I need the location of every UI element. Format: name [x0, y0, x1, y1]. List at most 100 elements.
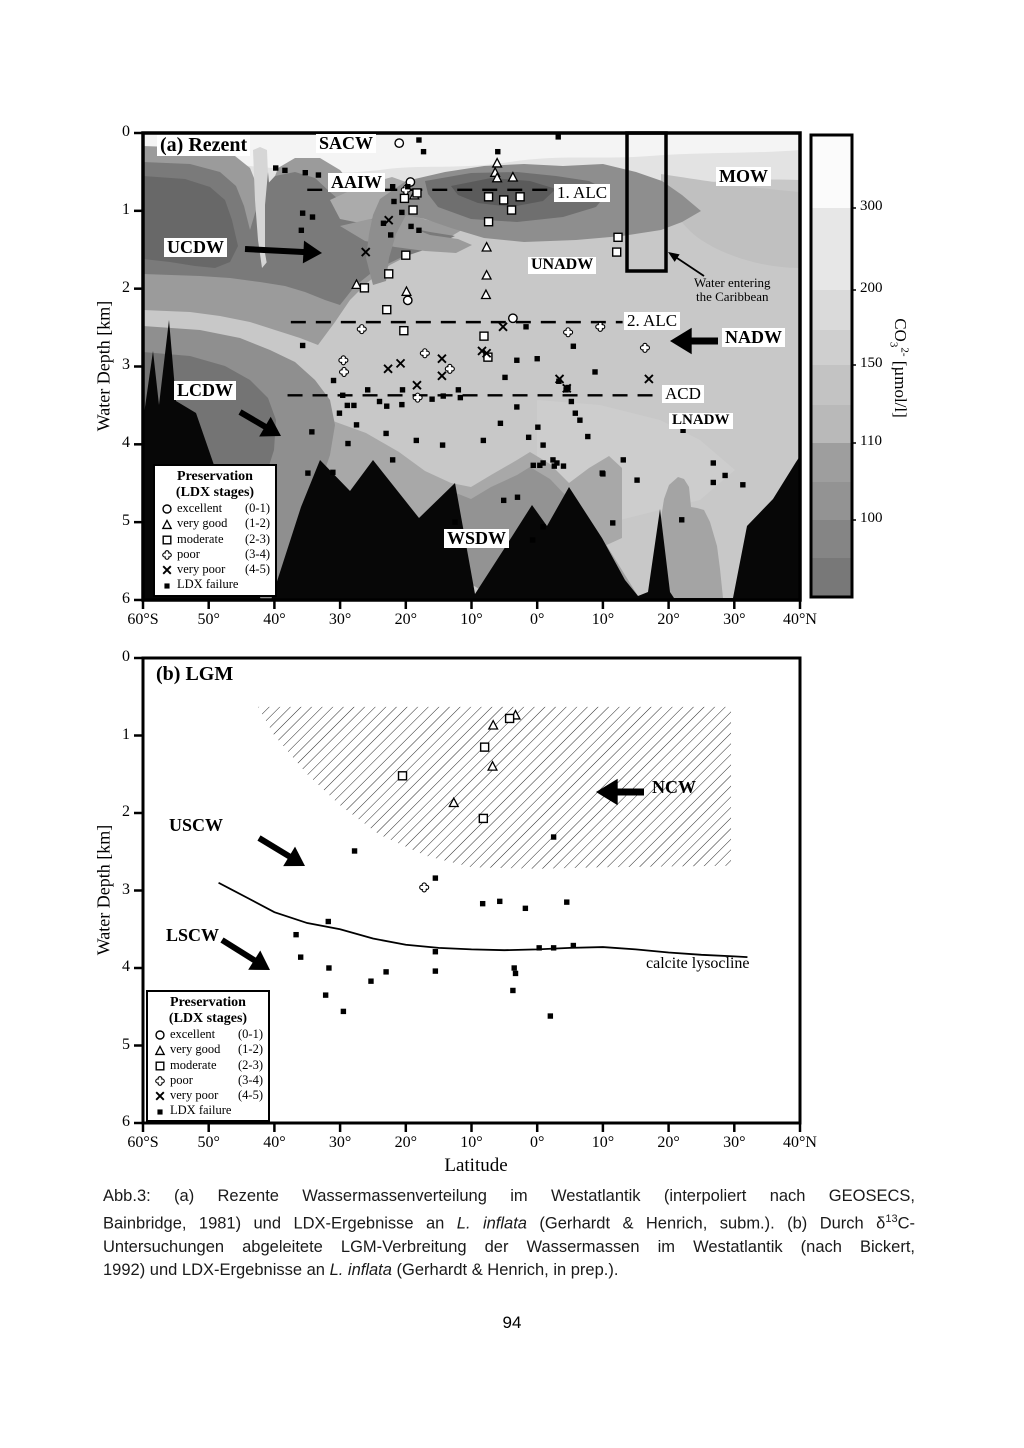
label-lcdw: LCDW	[174, 381, 237, 400]
point-failure	[380, 220, 387, 226]
very_good-symbol-icon	[154, 1044, 166, 1055]
point-poor	[444, 363, 455, 374]
seafloor-topography	[143, 320, 800, 600]
point-failure	[722, 472, 728, 479]
point-failure	[564, 899, 570, 905]
legend-item-very_poor: very poor (4-5)	[160, 562, 270, 577]
point-very_good	[487, 719, 499, 730]
point-failure	[634, 477, 640, 483]
y-axis-label-panel-b: Water Depth [km]	[93, 824, 114, 956]
colorbar-tick-150: 150	[860, 355, 883, 371]
point-moderate	[504, 713, 515, 724]
point-failure	[500, 497, 507, 504]
caption-run: 1992) und LDX-Ergebnisse an	[103, 1260, 330, 1279]
failure-symbol-icon	[157, 1108, 163, 1115]
point-failure	[679, 517, 685, 523]
y-tick-0-panel-b: 0	[122, 648, 130, 665]
label-nadw: NADW	[722, 328, 785, 347]
point-failure	[416, 137, 422, 143]
label-aaiw: AAIW	[328, 173, 386, 192]
point-failure	[315, 172, 322, 178]
panel-b-shading	[218, 706, 748, 959]
x-tick-30°-panel-a: 30°	[723, 611, 746, 628]
y-tick-5-panel-a: 5	[122, 512, 130, 530]
point-very_poor	[395, 358, 406, 369]
point-failure	[440, 393, 446, 399]
point-very_good	[154, 1044, 166, 1055]
legend-item-range: (3-4)	[238, 1072, 263, 1087]
point-very_poor	[477, 346, 487, 356]
point-failure	[420, 148, 427, 155]
point-failure	[336, 410, 343, 416]
point-failure	[305, 470, 311, 476]
y-tick-4-panel-b: 4	[122, 958, 130, 975]
legend-item-label: very poor	[177, 562, 226, 577]
y-tick-2-panel-a: 2	[122, 278, 130, 296]
point-failure	[555, 134, 561, 140]
point-failure	[514, 404, 520, 410]
point-failure	[540, 442, 546, 448]
colorbar	[809, 133, 856, 599]
point-excellent	[507, 313, 518, 324]
y-tick-2-panel-b: 2	[122, 803, 130, 820]
point-failure	[330, 469, 336, 476]
point-failure	[592, 369, 598, 375]
x-tick-20°-panel-a: 20°	[394, 611, 417, 628]
point-failure	[514, 357, 520, 363]
legend-item-range: (0-1)	[245, 501, 270, 516]
point-very_poor	[162, 565, 172, 575]
page-number: 94	[502, 1313, 522, 1332]
label-lysocline: calcite lysocline	[646, 955, 750, 972]
point-very_good	[491, 157, 503, 168]
point-failure	[536, 945, 542, 951]
point-moderate	[397, 771, 408, 781]
point-failure	[376, 398, 383, 405]
point-failure	[710, 460, 716, 466]
point-failure	[399, 209, 405, 216]
point-failure	[297, 954, 304, 960]
label-ucdw: UCDW	[164, 238, 227, 257]
caption-run: 13	[885, 1213, 898, 1225]
point-very_good	[481, 269, 493, 280]
point-failure	[457, 394, 464, 401]
point-excellent	[402, 295, 413, 306]
x-tick-50°-panel-a: 50°	[197, 611, 220, 628]
point-failure	[345, 440, 351, 447]
ncw-flow-arrow	[596, 778, 644, 806]
legend-item-label: very poor	[170, 1088, 219, 1103]
point-failure	[547, 1013, 554, 1019]
point-failure	[577, 417, 583, 423]
panel-b-title: (b) LGM	[156, 663, 234, 685]
x-tick-10°-panel-a: 10°	[591, 611, 615, 628]
lcdw-flow-arrow	[238, 409, 281, 437]
x-tick-10°-panel-a: 10°	[460, 611, 483, 628]
point-very_good	[161, 518, 173, 529]
point-failure	[452, 519, 458, 525]
point-failure	[325, 918, 331, 925]
point-moderate	[401, 250, 411, 260]
lscw-flow-arrow	[220, 937, 270, 970]
point-very_good	[351, 278, 362, 290]
point-failure	[537, 462, 543, 469]
excellent-symbol-icon	[162, 504, 172, 515]
nadw-flow-arrow	[670, 327, 718, 355]
poor-symbol-icon	[162, 550, 172, 560]
x-tick-40°N-panel-a: 40°N	[783, 611, 817, 628]
legend-item-failure: LDX failure	[153, 1103, 263, 1118]
point-failure	[299, 210, 306, 216]
panel-a-datapoints	[273, 134, 746, 543]
panel-a-border	[141, 131, 802, 602]
point-very_poor	[437, 354, 447, 364]
point-poor	[595, 321, 606, 332]
point-very_good	[491, 171, 503, 183]
point-failure	[408, 223, 414, 230]
point-failure	[497, 420, 504, 427]
y-axis-label-panel-a: Water Depth [km]	[93, 300, 114, 432]
x-tick-30°-panel-a: 30°	[328, 611, 352, 628]
point-failure	[497, 898, 503, 905]
point-failure	[556, 378, 562, 384]
point-failure	[455, 387, 462, 393]
label-sacw: SACW	[316, 134, 377, 153]
point-failure	[298, 227, 305, 233]
point-failure	[309, 429, 315, 435]
